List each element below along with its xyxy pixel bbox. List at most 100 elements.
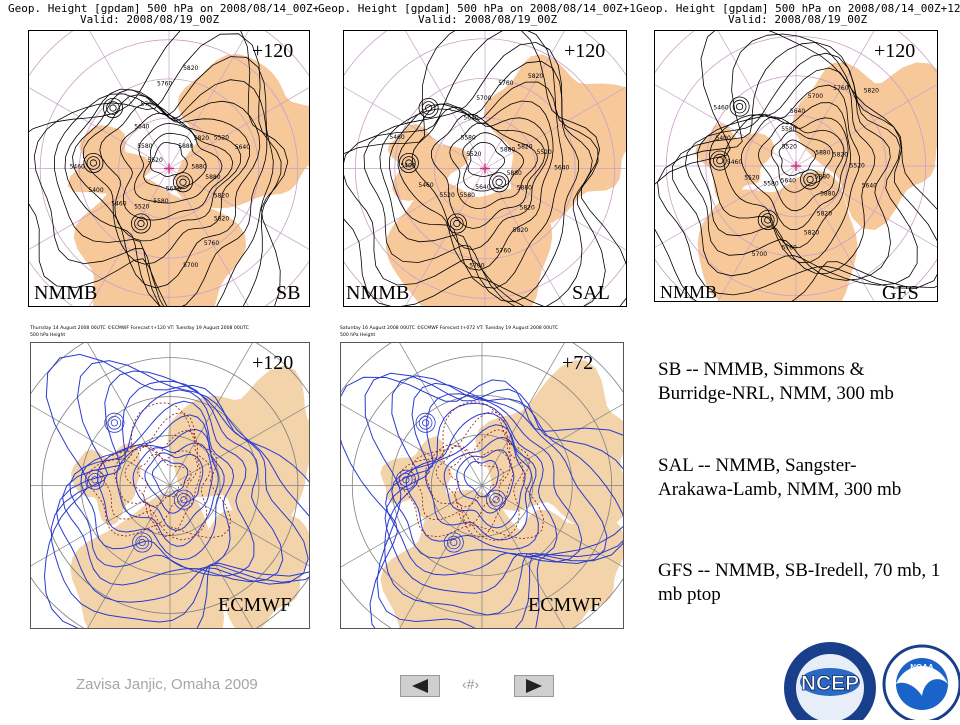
meridian-line	[341, 403, 483, 486]
meridian-line	[717, 165, 797, 301]
polar-map-svg: 5880588058205820576057005640558055205460…	[655, 31, 937, 301]
meridian-line	[87, 485, 171, 628]
contour-label: 5520	[466, 151, 481, 158]
contour-label: 5400	[716, 135, 731, 142]
contour-label: 5520	[537, 149, 552, 156]
lead-time-label: +120	[252, 40, 294, 62]
prev-slide-button[interactable]	[400, 675, 440, 697]
height-contour	[99, 102, 242, 242]
ncep-logo-icon: NCEP	[784, 642, 876, 725]
polar-map-svg	[341, 343, 623, 628]
contour-label: 5820	[804, 230, 819, 237]
land-mass	[73, 175, 246, 306]
meridian-line	[341, 485, 483, 568]
height-contour	[709, 84, 861, 264]
map-ecmwf-120	[30, 342, 310, 629]
height-contour	[344, 31, 606, 306]
meridian-line	[168, 168, 249, 306]
meridian-line	[89, 168, 170, 306]
pole-marker	[480, 163, 490, 174]
svg-text:NOAA: NOAA	[910, 663, 934, 672]
panel-header-line1: Geop. Height [gpdam] 500 hPa on 2008/08/…	[636, 2, 960, 15]
meridian-line	[795, 84, 937, 167]
height-contour	[384, 375, 623, 616]
slide-number: ‹#›	[462, 676, 480, 692]
contour-label: 5700	[469, 262, 484, 269]
height-contour	[64, 79, 268, 306]
contour-label: 5880	[517, 185, 532, 192]
low-contour	[447, 535, 461, 550]
low-contour	[729, 96, 750, 117]
height-contour	[770, 130, 834, 193]
contour-label: 5580	[763, 181, 778, 188]
low-contour	[83, 153, 104, 174]
low-contour	[757, 209, 778, 230]
contour-label: 5520	[440, 192, 455, 199]
low-contour	[135, 535, 149, 550]
land-mass	[483, 54, 626, 225]
height-contour	[133, 123, 223, 204]
height-contour	[379, 60, 580, 303]
height-contour	[405, 412, 539, 550]
contour-label: 5520	[782, 144, 797, 151]
contour-label: 5880	[815, 149, 830, 156]
height-contour	[384, 382, 608, 594]
low-contour	[91, 476, 99, 484]
next-slide-button[interactable]	[514, 675, 554, 697]
land-mass	[380, 489, 549, 628]
contour-label: 5880	[191, 164, 206, 171]
map-nmmb-gfs: 5880 5880 5820 5820 5760 5700 5640 5580 5520 5460…	[654, 30, 938, 302]
model-label: NMMB	[346, 282, 410, 304]
low-contour	[732, 99, 747, 114]
low-contour	[736, 103, 744, 111]
low-contour	[446, 213, 467, 234]
height-contour	[757, 122, 845, 212]
legend-sal: SAL -- NMMB, Sangster-Arakawa-Lamb, NMM,…	[658, 455, 902, 500]
map-nmmb-sb: 5880 5880 5820 5820 5760 5700 5640 5580 5520 5460…	[28, 30, 310, 307]
low-contour	[110, 419, 119, 427]
contour-label: 5640	[235, 144, 250, 151]
contour-label: 5520	[850, 163, 865, 170]
meridian-line	[655, 84, 797, 167]
panel-ecmwf-72: Saturday 16 August 2008 00UTC ©ECMWF For…	[336, 322, 626, 632]
triangle-left-icon	[412, 679, 428, 693]
contour-label: 5400	[400, 162, 415, 169]
panel-nmmb-sal: Geop. Height [gpdam] 500 hPa on 2008/08/…	[318, 0, 636, 310]
contour-label: 5820	[817, 210, 832, 217]
low-contour	[402, 156, 416, 170]
contour-label: 5520	[134, 204, 149, 211]
contour-label: 5460	[70, 164, 85, 171]
low-contour	[134, 216, 148, 231]
legend-gfs: GFS -- NMMB, SB-Iredell, 70 mb, 1 mb pto…	[658, 560, 941, 605]
height-contour	[43, 353, 309, 628]
land-mass	[67, 125, 152, 194]
ecmwf-header-line2: 500 hPa Height	[340, 333, 376, 338]
legend-sb: SB -- NMMB, Simmons & Burridge-NRL, NMM,…	[658, 359, 894, 404]
contour-label: 5880	[507, 170, 522, 177]
meridian-line	[484, 31, 565, 169]
height-contour	[462, 132, 524, 192]
contour-label: 5820	[214, 215, 229, 222]
contour-label: 5760	[204, 240, 219, 247]
contour-label: 5700	[752, 251, 767, 258]
meridian-line	[168, 87, 309, 169]
low-contour	[450, 538, 458, 547]
ecmwf-header-line1: Saturday 16 August 2008 00UTC ©ECMWF For…	[340, 326, 559, 331]
land-mass	[70, 489, 231, 628]
height-contour	[119, 112, 234, 221]
panel-nmmb-gfs: Geop. Height [gpdam] 500 hPa on 2008/08/…	[636, 0, 960, 310]
contour-label: 5760	[498, 80, 513, 87]
meridian-line	[31, 404, 171, 486]
contour-label: 5700	[183, 262, 198, 269]
low-contour	[86, 156, 101, 170]
height-contour	[69, 389, 255, 577]
low-contour	[107, 416, 122, 430]
low-contour	[453, 219, 461, 228]
contour-label: 5700	[808, 93, 823, 100]
contour-label: 5640	[475, 184, 490, 191]
contour-label: 5820	[520, 205, 535, 212]
low-contour	[443, 532, 464, 553]
low-contour	[88, 473, 102, 487]
height-contour	[143, 132, 207, 191]
meridian-line	[29, 168, 170, 250]
